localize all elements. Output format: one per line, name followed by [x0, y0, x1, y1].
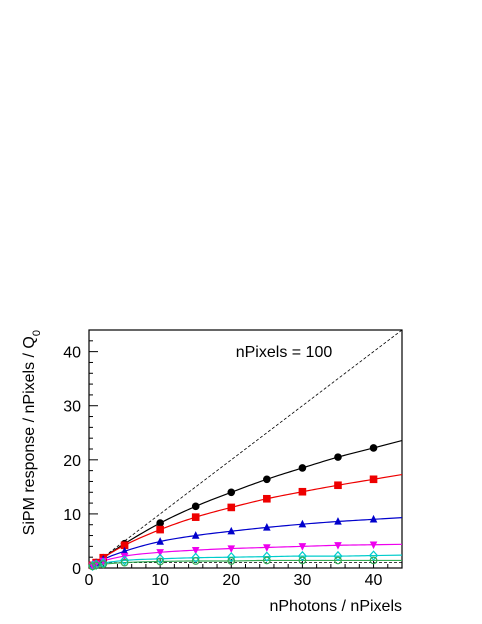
data-point	[156, 537, 164, 545]
data-point	[227, 526, 236, 535]
data-point	[99, 560, 108, 569]
data-point	[298, 556, 307, 565]
data-point	[263, 494, 271, 503]
data-point	[99, 557, 108, 566]
fit-curves	[89, 439, 402, 568]
data-point	[369, 475, 378, 484]
y-tick-label: 0	[72, 561, 81, 578]
data-markers	[87, 444, 379, 572]
data-point	[298, 543, 307, 551]
data-point	[227, 557, 236, 565]
data-point	[333, 550, 343, 562]
x-tick-label: 20	[222, 572, 240, 589]
x-tick-label: 0	[85, 572, 94, 589]
data-point	[263, 544, 271, 552]
annotation-label: nPixels = 100	[236, 344, 333, 361]
x-tick-label: 40	[365, 572, 383, 589]
data-point	[262, 556, 271, 565]
y-axis-title-main: SiPM response / nPixels / Q	[21, 336, 38, 535]
y-tick-label: 40	[63, 345, 81, 362]
x-axis-title: nPhotons / nPixels	[269, 598, 402, 615]
data-point	[156, 519, 164, 527]
data-point	[298, 487, 307, 496]
y-tick-label: 20	[63, 453, 81, 470]
data-point	[155, 553, 165, 565]
data-point	[368, 550, 379, 561]
data-point	[120, 558, 129, 567]
y-axis-title-subscript: 0	[31, 330, 43, 336]
data-point	[369, 556, 378, 565]
data-point	[191, 513, 200, 521]
data-point	[120, 546, 129, 555]
data-point	[334, 453, 342, 461]
data-point	[227, 488, 236, 497]
x-tick-label: 30	[294, 572, 312, 589]
data-point	[334, 542, 342, 550]
data-point	[369, 514, 378, 523]
data-point	[191, 552, 201, 563]
data-point	[369, 444, 378, 452]
data-point	[263, 523, 271, 531]
data-point	[156, 525, 164, 534]
y-axis-title: SiPM response / nPixels / Q0	[21, 330, 43, 535]
data-point	[119, 555, 130, 566]
data-point	[334, 556, 342, 565]
x-tick-label: 10	[151, 572, 169, 589]
data-point	[227, 545, 236, 553]
reference-lines	[89, 330, 402, 568]
data-point	[298, 464, 307, 472]
reference-line	[89, 330, 402, 568]
data-point	[227, 503, 236, 512]
data-point	[369, 541, 378, 550]
y-tick-label: 30	[63, 399, 81, 416]
data-point	[191, 531, 200, 539]
axis-ticks: 0 10 20 30 40 0 10 20 30 40	[63, 329, 403, 589]
data-point	[88, 562, 97, 571]
data-point	[156, 549, 164, 557]
data-point	[297, 550, 308, 562]
y-tick-label: 10	[63, 507, 81, 524]
data-point	[92, 561, 101, 570]
data-point	[262, 551, 272, 562]
data-point	[334, 481, 342, 490]
data-point	[120, 541, 129, 550]
data-point	[263, 475, 271, 484]
data-point	[298, 519, 307, 528]
data-point	[226, 551, 236, 563]
data-point	[334, 517, 342, 525]
data-point	[191, 557, 200, 565]
data-point	[156, 557, 165, 566]
data-point	[191, 502, 200, 511]
data-point	[191, 546, 200, 555]
